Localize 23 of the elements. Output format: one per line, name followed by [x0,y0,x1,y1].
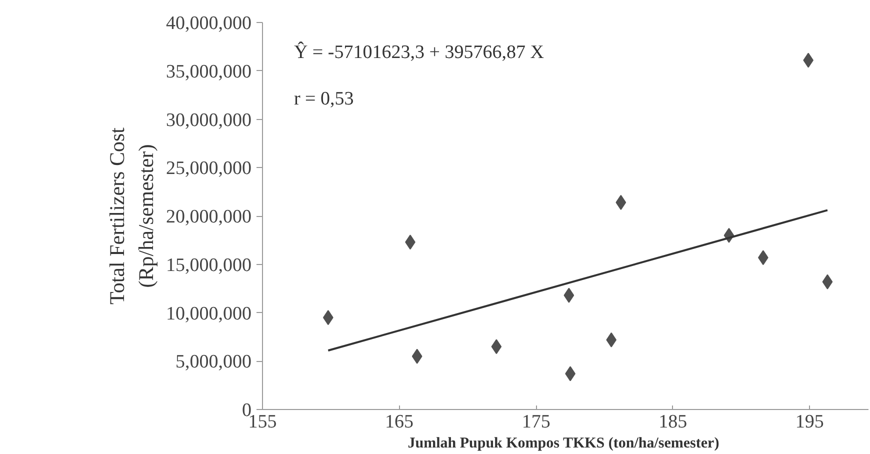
y-tick-label: 25,000,000 [166,158,252,180]
y-tick-label: 5,000,000 [176,352,252,373]
point [322,310,334,326]
x-axis-title: Jumlah Pupuk Kompos TKKS (ton/ha/semester) [408,436,720,452]
x-tick-label: 175 [522,412,550,432]
y-tick-label: 20,000,000 [166,206,252,228]
y-tick-label: 35,000,000 [166,61,252,82]
point [491,339,502,354]
annotation: Ŷ = -57101623,3 + 395766,87 X [294,41,544,64]
x-tick-label: 165 [385,412,414,432]
point [412,348,422,364]
y-tick-label: 10,000,000 [166,303,252,324]
x-tick-label: 195 [795,412,824,432]
y-tick-label: 30,000,000 [166,110,252,131]
y-tick-label: 15,000,000 [166,254,252,276]
annotation: r = 0,53 [294,88,354,110]
point [564,288,574,303]
point [616,194,626,210]
y-tick-label: 0 [242,400,252,421]
x-tick-label: 185 [658,412,688,432]
y-tick-label: 40,000,000 [166,13,252,34]
y-axis-title: Total Fertilizers Cost (Rp/ha/semester) [105,127,158,304]
point [822,274,833,290]
